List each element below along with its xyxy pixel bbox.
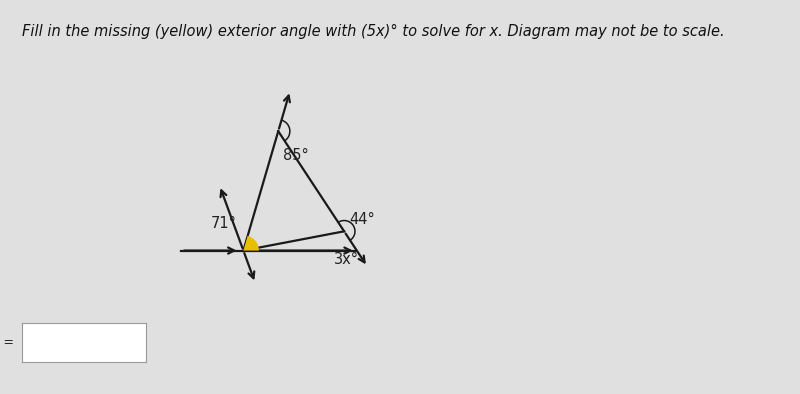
Text: x =: x = <box>0 336 14 349</box>
Text: 3x°: 3x° <box>334 252 359 267</box>
Text: Fill in the missing (yellow) exterior angle with (5x)° to solve for x. Diagram m: Fill in the missing (yellow) exterior an… <box>22 24 725 39</box>
Text: 85°: 85° <box>283 148 309 163</box>
Text: 71°: 71° <box>211 216 237 231</box>
Text: 44°: 44° <box>350 212 375 227</box>
Wedge shape <box>243 236 259 251</box>
